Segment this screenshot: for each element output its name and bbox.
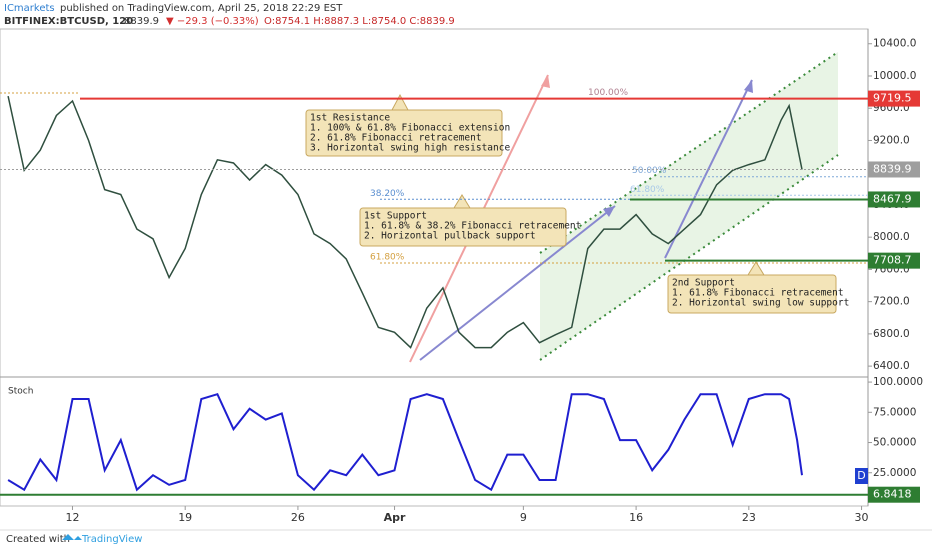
callout-line: 3. Horizontal swing high resistance: [310, 143, 510, 154]
fib-label: 100.00%: [588, 88, 628, 98]
y-tick-label: 100.0000: [873, 376, 923, 388]
y-tick-label: 50.0000: [873, 437, 916, 449]
price-line: [7, 392, 803, 492]
pane-title: Stoch: [8, 387, 33, 397]
y-tick-label: 9200.0: [873, 134, 910, 146]
footer-created: Created with: [6, 534, 70, 545]
fib-label: 50.00%: [632, 166, 667, 176]
y-tick-label: 25.0000: [873, 467, 916, 479]
y-tick-label: 8000.0: [873, 231, 910, 243]
arrow-head: [603, 206, 615, 217]
fib-label: 61.80%: [370, 252, 405, 262]
level-tag: [868, 486, 920, 503]
arrow-head: [541, 75, 550, 88]
callout-line: 2. Horizontal swing low support: [672, 298, 849, 309]
arrow: [419, 205, 616, 361]
callout-line: 1. 61.8% & 38.2% Fibonacci retracement: [364, 221, 581, 232]
x-tick-label: Apr: [384, 511, 406, 524]
published: published on TradingView.com, April 25, …: [60, 3, 343, 14]
level-label: 6.8418: [873, 488, 912, 501]
y-tick-label: 75.0000: [873, 406, 916, 418]
level-label: 8839.9: [873, 162, 912, 175]
last: 8839.9: [124, 16, 159, 27]
price-line: [7, 95, 803, 349]
callout: [305, 109, 503, 157]
callout: [667, 274, 837, 314]
x-tick-label: 23: [742, 511, 756, 524]
callout-title: 2nd Support: [672, 278, 735, 289]
channel: [540, 52, 838, 360]
callout-line: 1. 100% & 61.8% Fibonacci extension: [310, 123, 510, 134]
fib-label: 38.20%: [370, 189, 405, 199]
level-label: 9719.5: [873, 92, 912, 105]
y-tick-label: 6400.0: [873, 360, 910, 372]
publisher[interactable]: ICmarkets: [4, 3, 55, 14]
symbol: BITFINEX:BTCUSD, 120: [4, 16, 133, 27]
callout-line: 2. 61.8% Fibonacci retracement: [310, 133, 482, 144]
callout: [359, 207, 567, 247]
level-tag: [868, 161, 920, 178]
y-tick-label: 7200.0: [873, 296, 910, 308]
callout-line: 1. 61.8% Fibonacci retracement: [672, 288, 844, 299]
callout-title: 1st Resistance: [310, 113, 390, 124]
fib-label: 61.80%: [630, 185, 665, 195]
y-tick-label: 6800.0: [873, 328, 910, 340]
arrow-head: [744, 80, 753, 93]
x-tick-label: 30: [855, 511, 869, 524]
x-tick-label: 19: [178, 511, 192, 524]
badge-box: [855, 468, 868, 484]
footer-brand[interactable]: TradingView: [81, 534, 142, 545]
x-tick-label: 9: [520, 511, 527, 524]
x-tick-label: 12: [65, 511, 79, 524]
badge: D: [857, 469, 865, 482]
logo: [62, 534, 82, 540]
level-label: 8467.9: [873, 192, 912, 205]
level-tag: [868, 252, 920, 269]
callout-line: 2. Horizontal pullback support: [364, 231, 536, 242]
ohlc: O:8754.1 H:8887.3 L:8754.0 C:8839.9: [264, 16, 455, 27]
level-label: 7708.7: [873, 254, 912, 267]
x-tick-label: 26: [291, 511, 305, 524]
level-tag: [868, 90, 920, 107]
x-tick-label: 16: [629, 511, 643, 524]
y-tick-label: 10000.0: [873, 70, 916, 82]
channel-lower: [539, 154, 839, 361]
callout-title: 1st Support: [364, 211, 427, 222]
change: ▼ −29.3 (−0.33%): [166, 16, 259, 27]
y-tick-label: 10400.0: [873, 38, 916, 50]
level-tag: [868, 191, 920, 208]
